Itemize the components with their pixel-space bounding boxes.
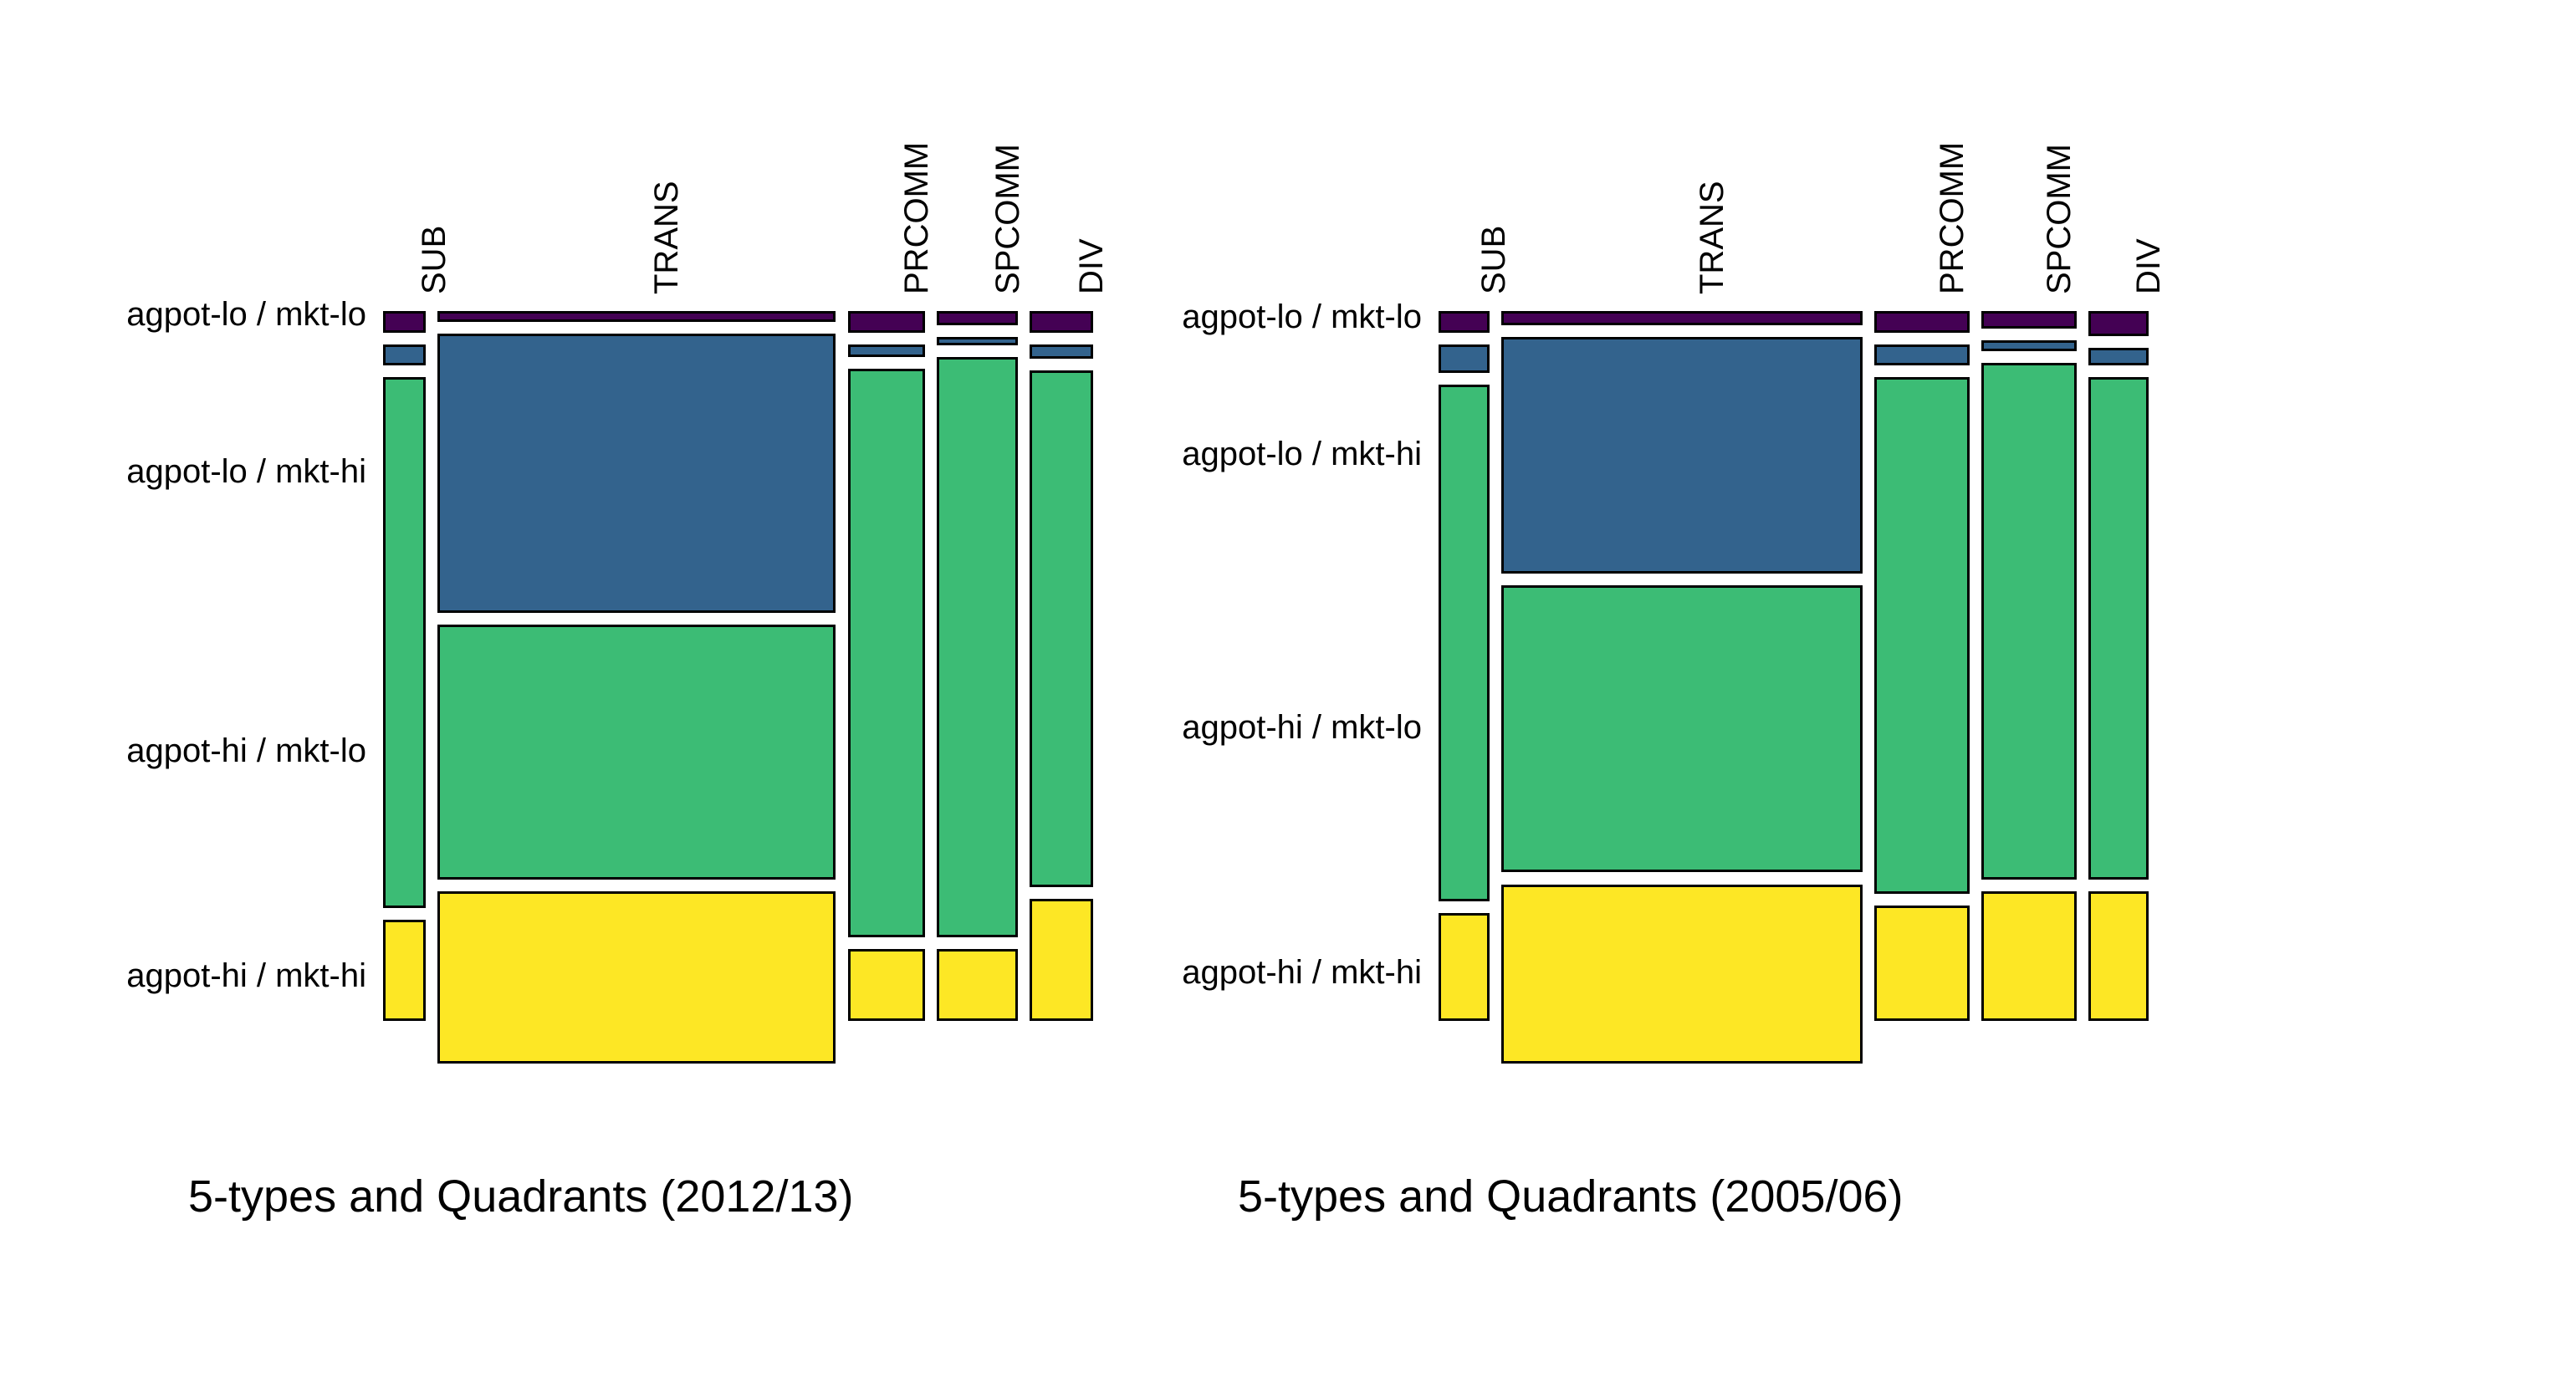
column-label-p2005-TRANS: TRANS [1694,181,1731,294]
column-label-p2005-PRCOMM: PRCOMM [1934,142,1971,294]
column-label-p2012-SPCOMM: SPCOMM [989,144,1027,294]
row-label-p2012-lohi: agpot-lo / mkt-hi [65,453,366,491]
row-label-p2005-lohi: agpot-lo / mkt-hi [1121,436,1422,473]
mosaic-tile-p2012-DIV-hihi [1030,899,1093,1021]
column-label-p2012-DIV: DIV [1073,238,1111,294]
mosaic-tile-p2005-DIV-hihi [2088,891,2149,1020]
mosaic-tile-p2012-SUB-hihi [383,920,426,1020]
mosaic-tile-p2005-DIV-lolo [2088,311,2149,336]
row-label-p2005-lolo: agpot-lo / mkt-lo [1121,298,1422,336]
mosaic-tile-p2012-PRCOMM-lolo [848,311,926,333]
column-label-p2005-SPCOMM: SPCOMM [2041,144,2078,294]
row-label-p2012-hihi: agpot-hi / mkt-hi [65,957,366,995]
panel-caption-p2005: 5-types and Quadrants (2005/06) [1238,1171,1904,1222]
row-label-p2012-lolo: agpot-lo / mkt-lo [65,296,366,334]
column-label-p2005-DIV: DIV [2130,238,2168,294]
mosaic-tile-p2012-SPCOMM-lolo [937,311,1018,325]
mosaic-tile-p2012-DIV-hilo [1030,370,1093,887]
mosaic-tile-p2005-TRANS-lohi [1501,337,1863,574]
mosaic-tile-p2012-TRANS-lohi [437,334,836,614]
column-label-p2012-SUB: SUB [416,226,453,294]
mosaic-tile-p2012-TRANS-lolo [437,311,836,322]
row-label-p2005-hilo: agpot-hi / mkt-lo [1121,709,1422,747]
mosaic-tile-p2005-SUB-hilo [1439,385,1490,901]
column-label-p2005-SUB: SUB [1475,226,1513,294]
mosaic-tile-p2005-PRCOMM-hilo [1874,377,1970,894]
mosaic-tile-p2012-SUB-lolo [383,311,426,333]
row-label-p2005-hihi: agpot-hi / mkt-hi [1121,954,1422,992]
mosaic-tile-p2005-SPCOMM-hihi [1981,891,2077,1020]
mosaic-tile-p2005-SUB-hihi [1439,913,1490,1021]
mosaic-tile-p2005-PRCOMM-lohi [1874,344,1970,366]
mosaic-tile-p2005-SPCOMM-lohi [1981,340,2077,351]
mosaic-tile-p2005-SPCOMM-lolo [1981,311,2077,329]
mosaic-tile-p2012-PRCOMM-hilo [848,369,926,937]
mosaic-tile-p2012-SPCOMM-hilo [937,357,1018,936]
mosaic-tile-p2012-TRANS-hihi [437,891,836,1064]
mosaic-tile-p2005-SUB-lolo [1439,311,1490,333]
mosaic-tile-p2005-DIV-lohi [2088,348,2149,365]
mosaic-tile-p2012-DIV-lolo [1030,311,1093,333]
mosaic-tile-p2005-SUB-lohi [1439,344,1490,373]
figure-canvas: SUB TRANS PRCOMM SPCOMM DIV agpot-lo / mkt-lo… [0,0,2576,1398]
panel-caption-p2012: 5-types and Quadrants (2012/13) [188,1171,854,1222]
mosaic-tile-p2005-PRCOMM-lolo [1874,311,1970,333]
mosaic-tile-p2012-SUB-lohi [383,344,426,366]
mosaic-tile-p2012-SUB-hilo [383,377,426,908]
mosaic-tile-p2012-DIV-lohi [1030,344,1093,359]
column-label-p2012-TRANS: TRANS [648,181,686,294]
mosaic-tile-p2012-PRCOMM-hihi [848,949,926,1021]
mosaic-tile-p2005-DIV-hilo [2088,377,2149,880]
mosaic-tile-p2005-TRANS-hihi [1501,885,1863,1064]
mosaic-tile-p2012-TRANS-hilo [437,625,836,880]
column-label-p2012-PRCOMM: PRCOMM [898,142,936,294]
mosaic-tile-p2005-TRANS-lolo [1501,311,1863,325]
mosaic-tile-p2005-TRANS-hilo [1501,585,1863,872]
mosaic-tile-p2005-SPCOMM-hilo [1981,363,2077,880]
row-label-p2012-hilo: agpot-hi / mkt-lo [65,732,366,770]
mosaic-tile-p2012-SPCOMM-hihi [937,949,1018,1021]
mosaic-tile-p2012-PRCOMM-lohi [848,344,926,357]
mosaic-tile-p2012-SPCOMM-lohi [937,337,1018,345]
mosaic-tile-p2005-PRCOMM-hihi [1874,906,1970,1020]
